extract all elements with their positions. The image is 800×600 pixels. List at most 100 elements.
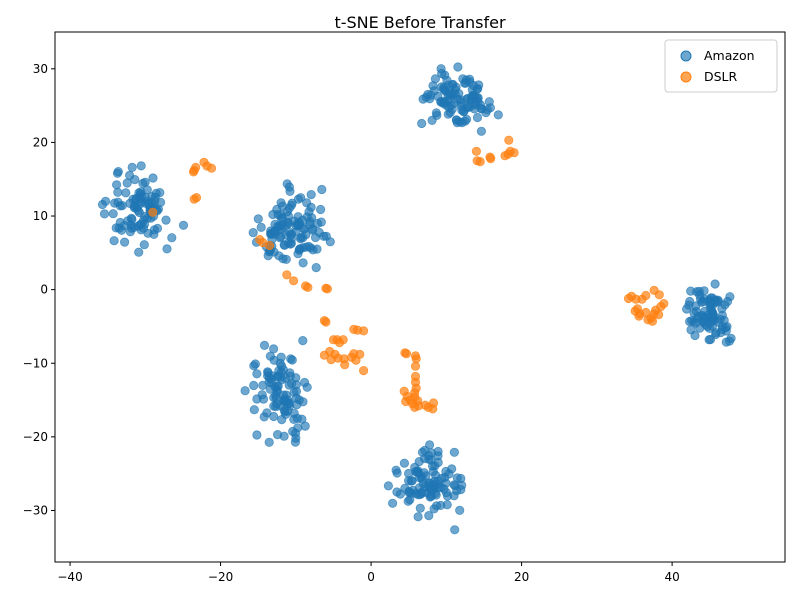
- point-amazon-424: [249, 380, 259, 391]
- point-amazon-479: [290, 437, 300, 447]
- legend-box: [664, 39, 778, 93]
- point-amazon-93: [125, 170, 135, 180]
- legend: Amazon DSLR: [664, 39, 778, 93]
- point-amazon-452: [271, 401, 281, 412]
- point-amazon-302: [476, 104, 487, 114]
- point-dslr-17: [322, 284, 332, 294]
- point-amazon-22: [108, 209, 118, 219]
- point-amazon-74: [112, 180, 122, 190]
- point-amazon-418: [258, 394, 269, 404]
- point-dslr-60: [410, 402, 420, 412]
- point-amazon-486: [449, 447, 459, 457]
- point-amazon-89: [112, 168, 123, 178]
- point-amazon-380: [722, 296, 733, 307]
- point-amazon-81: [121, 188, 131, 198]
- point-dslr-82: [653, 310, 664, 320]
- point-amazon-535: [436, 473, 447, 484]
- point-amazon-476: [268, 344, 279, 354]
- point-amazon-30: [120, 237, 130, 247]
- point-amazon-287: [453, 62, 463, 72]
- point-dslr-63: [475, 157, 485, 167]
- point-amazon-87: [134, 247, 144, 257]
- point-dslr-15: [303, 282, 313, 292]
- point-amazon-94: [123, 216, 133, 226]
- point-amazon-571: [455, 505, 465, 515]
- point-amazon-564: [427, 461, 438, 471]
- point-dslr-12: [282, 270, 292, 280]
- point-amazon-547: [383, 481, 393, 491]
- point-amazon-204: [305, 219, 315, 230]
- point-amazon-470: [280, 397, 291, 407]
- point-amazon-265: [427, 115, 437, 126]
- point-amazon-79: [113, 187, 123, 197]
- point-amazon-140: [306, 190, 316, 200]
- point-amazon-558: [441, 487, 451, 498]
- plot-area: [54, 31, 786, 563]
- point-amazon-441: [264, 437, 274, 447]
- point-amazon-199: [277, 213, 287, 223]
- point-amazon-295: [451, 115, 462, 125]
- point-amazon-151: [316, 217, 326, 227]
- point-dslr-7: [191, 193, 202, 203]
- point-amazon-91: [133, 206, 143, 216]
- point-amazon-298: [456, 97, 466, 108]
- point-amazon-70: [140, 177, 150, 187]
- point-amazon-72: [139, 240, 149, 250]
- point-amazon-171: [315, 204, 326, 215]
- point-amazon-292: [436, 64, 446, 74]
- point-amazon-191: [293, 194, 303, 204]
- point-amazon-20: [161, 215, 171, 225]
- point-amazon-386: [698, 312, 708, 322]
- point-amazon-288: [493, 110, 503, 120]
- point-dslr-40: [401, 349, 412, 359]
- point-amazon-445: [259, 340, 270, 350]
- point-amazon-258: [472, 112, 483, 123]
- legend-label-dslr: DSLR: [704, 69, 738, 84]
- point-amazon-472: [279, 431, 289, 441]
- point-amazon-429: [286, 354, 296, 364]
- axis-ticks: −40 −20 0 20 40 −30 −20 −10 0 10 20 30: [23, 62, 680, 584]
- point-amazon-483: [289, 387, 299, 397]
- point-amazon-128: [248, 228, 258, 238]
- point-amazon-198: [295, 234, 306, 244]
- point-amazon-399: [252, 369, 262, 379]
- point-dslr-11: [264, 240, 275, 251]
- point-dslr-89: [646, 313, 656, 323]
- point-amazon-461: [277, 414, 287, 425]
- point-amazon-69: [125, 227, 135, 237]
- point-amazon-201: [295, 219, 305, 229]
- point-amazon-549: [415, 503, 425, 513]
- point-amazon-196: [304, 207, 314, 217]
- point-amazon-575: [400, 483, 410, 493]
- point-amazon-62: [110, 198, 120, 208]
- point-dslr-77: [654, 290, 664, 300]
- point-amazon-276: [443, 109, 453, 119]
- y-tick-label: −10: [23, 356, 48, 370]
- point-amazon-581: [456, 484, 466, 495]
- chart-title: t-SNE Before Transfer: [334, 13, 506, 32]
- point-amazon-286: [417, 118, 427, 129]
- point-dslr-70: [509, 148, 519, 158]
- point-amazon-561: [420, 445, 430, 455]
- point-dslr-38: [358, 365, 369, 376]
- point-amazon-460: [240, 386, 250, 396]
- point-amazon-542: [424, 510, 434, 521]
- point-amazon-163: [321, 231, 331, 241]
- point-amazon-299: [457, 105, 467, 115]
- legend-marker-amazon: [680, 50, 692, 62]
- point-amazon-383: [713, 296, 724, 307]
- point-amazon-389: [716, 327, 726, 338]
- point-amazon-32: [109, 236, 119, 246]
- point-amazon-36: [148, 173, 158, 183]
- point-amazon-13: [99, 209, 110, 219]
- point-amazon-271: [430, 74, 440, 84]
- point-amazon-122: [311, 262, 321, 273]
- point-amazon-473: [249, 405, 259, 415]
- point-amazon-195: [286, 238, 296, 248]
- point-dslr-33: [340, 360, 350, 370]
- point-amazon-10: [122, 178, 132, 188]
- point-amazon-525: [399, 458, 409, 468]
- legend-label-amazon: Amazon: [704, 48, 755, 63]
- point-dslr-8: [148, 207, 158, 217]
